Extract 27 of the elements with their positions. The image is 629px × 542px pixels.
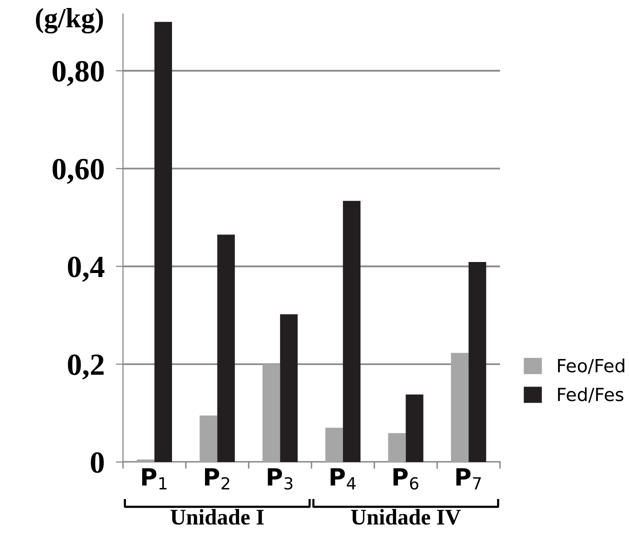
y-tick-label: 0,2 (68, 354, 104, 380)
x-tick-label: P$_{2}$ (205, 468, 230, 490)
x-tick-label: P$_{1}$ (142, 468, 167, 490)
bar (280, 314, 298, 462)
y-tick-label: 0,60 (52, 158, 104, 184)
y-axis-title: (g/kg) (36, 8, 103, 34)
x-tick-label: P$_{3}$ (268, 468, 292, 490)
x-tick-label: P$_{6}$ (394, 468, 418, 490)
bar (406, 394, 424, 462)
bar (388, 433, 406, 462)
bar (262, 364, 280, 462)
text: Unidade I (170, 509, 264, 525)
legend-label: Fed/Fes (558, 387, 624, 403)
y-tick-label: 0,4 (68, 256, 104, 282)
x-tick-label: P$_{4}$ (330, 468, 356, 490)
y-tick-label: 0,80 (52, 61, 104, 86)
bar (468, 262, 486, 462)
bar (450, 352, 469, 462)
text: Unidade IV (351, 509, 461, 525)
bar (325, 428, 343, 462)
bar (217, 234, 235, 462)
legend-label: Feo/Fed (558, 358, 624, 374)
bar (342, 200, 361, 462)
x-tick-label: P$_{7}$ (456, 468, 481, 490)
bar (154, 22, 172, 462)
y-tick-label: 0 (90, 452, 104, 473)
bar (200, 416, 218, 462)
